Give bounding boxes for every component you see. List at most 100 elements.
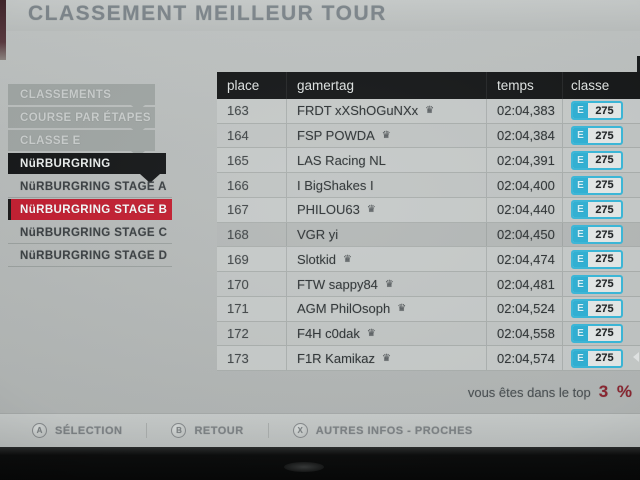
table-header: place gamertag temps classe [217,72,640,99]
crown-icon: ♛ [366,204,376,216]
place-cell: 170 [217,272,287,296]
table-body[interactable]: 163 FRDT xXShOGuNXx ♛ 02:04,383 E 275 16… [217,99,640,372]
sidebar-item-3[interactable]: NüRBURGRING [8,153,166,183]
leaderboard-row[interactable]: 167 PHILOU63 ♛ 02:04,440 E 275 [217,197,640,223]
controller-hint[interactable]: B RETOUR [146,423,267,438]
class-cell: E 275 [563,346,640,370]
class-performance-index: 275 [595,179,614,192]
monitor-bezel [0,447,640,480]
column-header-classe: classe [571,78,610,93]
leaderboard-row[interactable]: 164 FSP POWDA ♛ 02:04,384 E 275 [217,123,640,149]
sidebar-item-5[interactable]: NüRBURGRING STAGE B [8,199,172,220]
crown-icon: ♛ [343,253,352,265]
gamertag-text: FSP POWDA [297,128,375,144]
gamertag-text: Slotkid [297,251,337,267]
leaderboard-row[interactable]: 172 F4H c0dak ♛ 02:04,558 E 275 [217,321,640,347]
sidebar-item-2[interactable]: CLASSE E [8,130,155,157]
leaderboard-row[interactable]: 165 LAS Racing NL ♛ 02:04,391 E 275 [217,148,640,174]
class-cell: E 275 [563,148,640,172]
gamertag-cell: PHILOU63 ♛ [287,197,487,222]
place-cell: 171 [217,296,287,321]
sidebar-item-label: CLASSEMENTS [20,88,112,101]
lap-time-cell: 02:04,383 [487,99,563,123]
sidebar-item-label: NüRBURGRING STAGE D [20,249,168,262]
class-cell: E 275 [563,99,640,123]
leaderboard-row[interactable]: 171 AGM PhilOsoph ♛ 02:04,524 E 275 [217,296,640,322]
place-cell: 165 [217,148,287,173]
class-cell: E 275 [563,124,640,148]
column-header-place: place [217,72,287,99]
class-letter: E [573,350,588,366]
leaderboard-row[interactable]: 170 FTW sappy84 ♛ 02:04,481 E 275 [217,272,640,297]
place-cell: 164 [217,123,287,148]
class-cell: E 275 [563,272,640,296]
sidebar-item-7[interactable]: NüRBURGRING STAGE D [8,245,172,266]
leaderboard-row[interactable]: 163 FRDT xXShOGuNXx ♛ 02:04,383 E 275 [217,99,640,124]
gamertag-cell: FRDT xXShOGuNXx ♛ [287,99,487,123]
column-header-temps: temps [487,72,563,99]
rank-percentile-note: vous êtes dans le top 3 % [468,382,634,402]
leaderboard-row[interactable]: 166 I BigShakes I ♛ 02:04,400 E 275 [217,173,640,198]
lap-time-cell: 02:04,481 [487,272,563,296]
class-letter: E [573,251,588,267]
leaderboard-row[interactable]: 169 Slotkid ♛ 02:04,474 E 275 [217,247,640,273]
sidebar-item-label: COURSE PAR ÉTAPES [20,111,151,124]
crown-icon: ♛ [366,327,376,339]
class-performance-index: 275 [595,278,614,290]
lap-time-cell: 02:04,384 [487,123,563,148]
class-letter: E [573,128,588,144]
lap-time-cell: 02:04,558 [487,321,563,346]
sidebar-item-label: CLASSE E [20,134,81,147]
controller-button-icon: A [32,423,47,438]
column-header-gamertag: gamertag [287,72,487,99]
class-badge: E 275 [571,175,623,195]
controller-hint[interactable]: X AUTRES INFOS - PROCHES [267,423,497,438]
gamertag-cell: LAS Racing NL ♛ [287,148,487,173]
class-badge: E 275 [571,200,623,220]
sidebar-item-label: NüRBURGRING STAGE C [20,226,168,239]
note-text: vous êtes dans le top [467,385,591,400]
place-cell: 166 [217,173,287,197]
gamertag-text: I BigShakes I [297,177,374,193]
title-band: CLASSEMENT MEILLEUR TOUR [0,0,640,31]
controller-hint[interactable]: A SÉLECTION [32,423,146,438]
sidebar-item-label: NüRBURGRING STAGE A [20,180,167,193]
controller-hint-bar: A SÉLECTION B RETOUR X AUTRES INFOS - PR… [0,413,640,447]
class-badge: E 275 [571,323,623,343]
photo-edge-left [0,0,6,60]
class-badge: E 275 [571,101,623,121]
leaderboard-row[interactable]: 168 VGR yi ♛ 02:04,450 E 275 [217,222,640,248]
gamertag-cell: VGR yi ♛ [287,222,487,247]
sidebar-item-6[interactable]: NüRBURGRING STAGE C [8,222,172,243]
class-badge: E 275 [571,249,623,269]
class-badge: E 275 [571,348,623,368]
class-cell: E 275 [563,173,640,197]
lap-time-cell: 02:04,450 [487,222,563,247]
lap-time-cell: 02:04,400 [487,173,563,197]
class-badge: E 275 [571,274,623,294]
class-performance-index: 275 [595,302,614,315]
gamertag-cell: Slotkid ♛ [287,247,487,272]
gamertag-cell: F4H c0dak ♛ [287,321,487,346]
class-performance-index: 275 [595,129,614,142]
sidebar: CLASSEMENTS COURSE PAR ÉTAPES CLASSE E N… [8,84,172,268]
bezel-glare [284,462,324,472]
crown-icon: ♛ [381,130,391,142]
gamertag-text: AGM PhilOsoph [297,301,391,317]
class-performance-index: 275 [595,352,614,365]
gamertag-cell: FSP POWDA ♛ [287,123,487,148]
more-content-indicator [633,352,639,362]
class-performance-index: 275 [595,203,614,216]
class-cell: E 275 [563,223,640,247]
class-letter: E [573,103,588,119]
sidebar-item-label: NüRBURGRING [20,157,111,170]
leaderboard-table: place gamertag temps classe 163 FRDT xXShOG… [217,72,640,372]
sidebar-item-4[interactable]: NüRBURGRING STAGE A [8,176,172,197]
lap-time-cell: 02:04,440 [487,197,563,222]
leaderboard-row[interactable]: 173 F1R Kamikaz ♛ 02:04,574 E 275 [217,346,640,372]
sidebar-item-1[interactable]: COURSE PAR ÉTAPES [8,107,155,134]
sidebar-item-0[interactable]: CLASSEMENTS [8,84,155,111]
class-letter: E [573,276,588,292]
class-badge: E 275 [571,126,623,146]
gamertag-cell: FTW sappy84 ♛ [287,272,487,296]
